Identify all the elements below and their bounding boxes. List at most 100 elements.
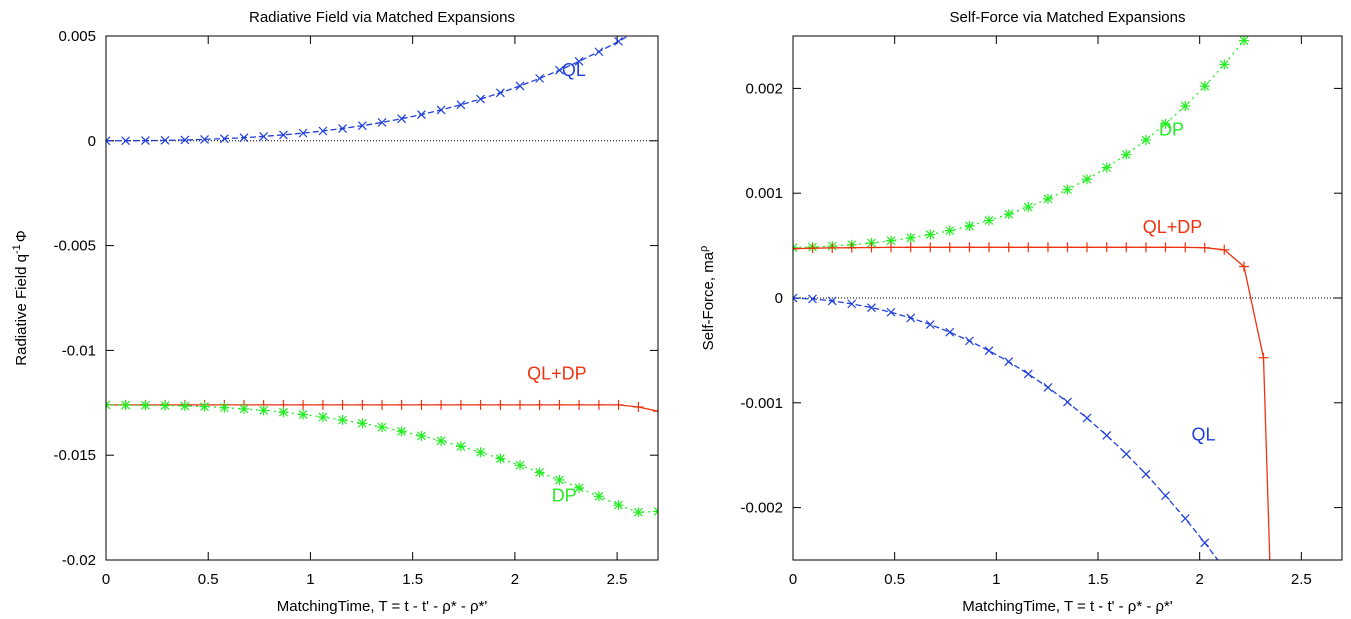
data-point — [1220, 565, 1228, 573]
x-axis-label: MatchingTime, T = t - t' - ρ* - ρ*' — [962, 598, 1173, 615]
chart-title: Radiative Field via Matched Expansions — [249, 9, 515, 26]
data-point — [1121, 242, 1131, 252]
x-tick-label: 1 — [306, 571, 314, 588]
data-point — [926, 321, 934, 329]
x-tick-label: 0 — [102, 571, 110, 588]
data-point — [477, 95, 485, 103]
data-point-stroke — [654, 14, 662, 22]
data-point-stroke — [634, 26, 642, 34]
data-point-stroke — [1220, 565, 1228, 573]
data-point — [140, 400, 150, 410]
data-point — [298, 410, 308, 420]
data-point — [160, 401, 170, 411]
series-line-ql-plus-dp — [793, 247, 1271, 591]
x-axis-label: MatchingTime, T = t - t' - ρ* - ρ*' — [277, 598, 488, 615]
y-tick-label: -0.001 — [740, 395, 783, 412]
data-point — [1200, 81, 1210, 91]
data-point — [1259, 353, 1269, 363]
data-point — [633, 507, 643, 517]
data-point — [595, 48, 603, 56]
y-tick-label: -0.005 — [53, 238, 96, 255]
data-point — [985, 347, 993, 355]
data-point — [436, 400, 446, 410]
data-point — [866, 242, 876, 252]
data-point — [1219, 60, 1229, 70]
data-point — [1064, 398, 1072, 406]
data-point-stroke — [1240, 592, 1248, 600]
data-point — [1063, 242, 1073, 252]
data-point — [535, 467, 545, 477]
data-point-stroke — [1260, 11, 1268, 19]
data-point — [1266, 586, 1276, 596]
y-tick-label: -0.02 — [62, 552, 96, 569]
data-point — [121, 400, 131, 410]
data-point — [536, 74, 544, 82]
x-tick-label: 2.5 — [1291, 571, 1312, 588]
y-axis-label-sup: -1 — [11, 244, 23, 254]
x-tick-label: 0 — [789, 571, 797, 588]
data-point-stroke — [634, 26, 642, 34]
data-point — [906, 233, 916, 243]
data-point — [1259, 10, 1269, 20]
data-point — [495, 400, 505, 410]
y-tick-label: -0.002 — [740, 500, 783, 517]
data-point — [496, 89, 504, 97]
data-point — [278, 407, 288, 417]
data-point — [964, 221, 974, 231]
data-point — [574, 400, 584, 410]
data-point — [1180, 101, 1190, 111]
data-point — [1239, 36, 1249, 46]
x-tick-label: 0.5 — [884, 571, 905, 588]
data-point — [357, 418, 367, 428]
data-point — [416, 431, 426, 441]
x-tick-label: 1.5 — [402, 571, 423, 588]
data-point — [654, 14, 662, 22]
data-point — [906, 242, 916, 252]
data-point — [614, 400, 624, 410]
y-tick-label: -0.01 — [62, 342, 96, 359]
data-point — [984, 242, 994, 252]
series-label: QL — [1192, 425, 1216, 445]
data-point — [338, 415, 348, 425]
chart-panel-2: Self-Force via Matched Expansions 0 0.5 1 1.… — [698, 0, 1342, 615]
data-point — [984, 215, 994, 225]
data-point — [1200, 243, 1210, 253]
data-point — [945, 242, 955, 252]
data-point — [377, 422, 387, 432]
data-point — [965, 337, 973, 345]
chart-panel-1: Radiative Field via Matched Expansions 0 0… — [11, 9, 663, 615]
data-point — [1102, 163, 1112, 173]
plot-data — [101, 14, 663, 517]
y-axis-label-main: Self-Force, ma — [700, 251, 717, 350]
y-tick-label: -0.015 — [53, 447, 96, 464]
x-tick-label: 0.5 — [198, 571, 219, 588]
y-tick-label: 0 — [775, 290, 783, 307]
series-label: QL — [562, 60, 586, 80]
data-point — [1201, 539, 1209, 547]
data-point — [219, 403, 229, 413]
data-point — [808, 243, 818, 253]
series-label: DP — [1159, 120, 1184, 140]
data-point — [1180, 242, 1190, 252]
x-tick-label: 1.5 — [1088, 571, 1109, 588]
y-tick-label: 0 — [88, 133, 96, 150]
data-point — [298, 400, 308, 410]
data-point — [1102, 242, 1112, 252]
data-point — [554, 475, 564, 485]
data-point — [1063, 185, 1073, 195]
data-point — [1122, 450, 1130, 458]
data-point — [1044, 383, 1052, 391]
data-point — [318, 412, 328, 422]
data-point — [259, 405, 269, 415]
data-point — [634, 26, 642, 34]
data-point — [515, 400, 525, 410]
data-point-stroke — [1260, 11, 1268, 19]
data-point — [615, 37, 623, 45]
data-point — [535, 400, 545, 410]
data-point — [436, 436, 446, 446]
data-point — [1121, 150, 1131, 160]
data-point — [1004, 209, 1014, 219]
data-point — [925, 242, 935, 252]
data-point — [1023, 242, 1033, 252]
data-point — [515, 460, 525, 470]
